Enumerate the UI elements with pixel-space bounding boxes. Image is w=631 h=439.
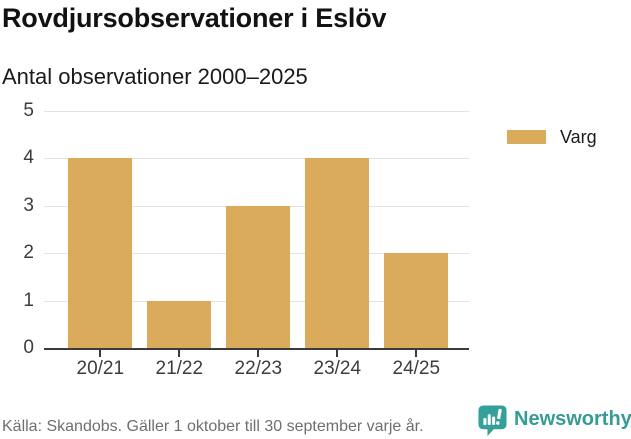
bar-23/24: [305, 158, 370, 348]
plot-area: [44, 111, 469, 357]
chart-title: Rovdjursobservationer i Eslöv: [2, 3, 387, 33]
x-tick-21/22: [178, 350, 181, 357]
chart-subtitle: Antal observationer 2000–2025: [2, 64, 308, 89]
newsworthy-logo[interactable]: Newsworthy: [477, 404, 631, 437]
x-tick-24/25: [415, 350, 418, 357]
y-tick-label-5: 5: [23, 100, 34, 121]
x-tick-23/24: [336, 350, 339, 357]
x-tick-label-22/23: 22/23: [234, 358, 283, 379]
icon-bar-medium: [492, 416, 496, 425]
y-tick-label-3: 3: [23, 194, 34, 216]
legend-swatch-varg: [507, 130, 546, 144]
gridline-y4: [44, 158, 469, 160]
bar-24/25: [384, 253, 449, 348]
y-tick-label-4: 4: [23, 147, 34, 169]
bar-20/21: [68, 158, 133, 348]
x-tick-20/21: [99, 350, 102, 357]
x-axis-labels: 20/21 21/22 22/23 23/24 24/25: [44, 358, 469, 382]
y-tick-label-0: 0: [23, 337, 34, 358]
x-tick-label-24/25: 24/25: [392, 358, 441, 379]
bar-22/23: [226, 205, 291, 348]
newsworthy-wordmark: Newsworthy: [514, 408, 631, 430]
y-tick-label-1: 1: [23, 289, 34, 311]
y-tick-label-2: 2: [23, 242, 34, 264]
x-tick-label-21/22: 21/22: [155, 358, 204, 379]
x-tick-label-23/24: 23/24: [313, 358, 362, 379]
legend: Varg: [507, 128, 597, 146]
icon-bar-small: [483, 418, 487, 425]
newsworthy-speech-bubble-icon: [478, 405, 507, 436]
y-axis-labels: 0 1 2 3 4 5: [0, 100, 34, 358]
x-tick-label-20/21: 20/21: [76, 358, 125, 379]
source-note: Källa: Skandobs. Gäller 1 oktober till 3…: [2, 418, 424, 435]
legend-label-varg: Varg: [560, 127, 597, 147]
icon-exclamation: [496, 408, 502, 425]
icon-bar-tall: [487, 414, 491, 425]
bar-21/22: [147, 300, 212, 348]
gridline-y5: [44, 111, 469, 112]
x-tick-22/23: [257, 350, 260, 357]
